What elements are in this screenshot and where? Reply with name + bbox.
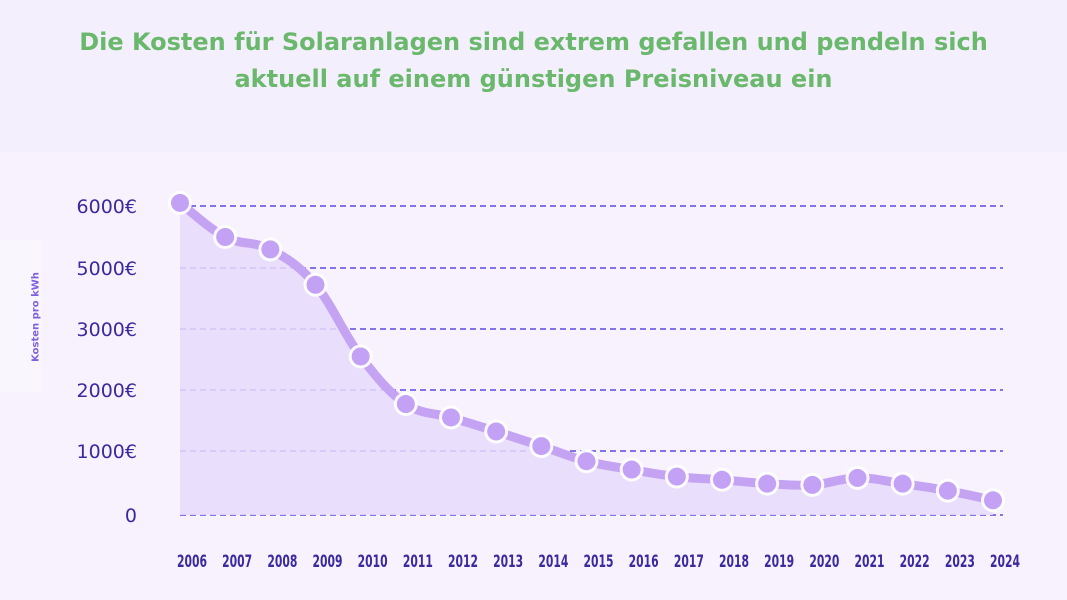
ylabel-band [0, 240, 42, 392]
area-fill-shape [180, 202, 993, 515]
data-point [667, 467, 686, 486]
data-point [893, 474, 912, 493]
data-point [216, 228, 235, 246]
y-tick-label: 0 [125, 505, 137, 527]
data-point [984, 491, 1002, 510]
data-point [622, 460, 641, 479]
y-tick-label: 6000€ [77, 196, 137, 218]
y-axis-ticks: 0 1000€ 2000€ 3000€ 5000€ 6000€ [77, 196, 137, 527]
x-tick-label: 2020 [809, 552, 839, 572]
data-point [442, 408, 460, 427]
x-tick-label: 2021 [855, 552, 885, 572]
x-tick-label: 2009 [313, 552, 343, 572]
data-point [171, 193, 189, 212]
title-line-2: aktuell auf einem günstigen Preisniveau … [234, 65, 833, 93]
x-tick-label: 2022 [900, 552, 930, 572]
x-tick-label: 2023 [945, 552, 975, 572]
y-tick-label: 2000€ [77, 380, 137, 402]
x-tick-label: 2013 [493, 552, 523, 572]
data-point [396, 395, 415, 414]
x-tick-label: 2011 [403, 552, 433, 572]
page-title: Die Kosten für Solaranlagen sind extrem … [40, 24, 1027, 98]
y-tick-label: 1000€ [77, 441, 137, 463]
x-tick-label: 2017 [674, 552, 704, 572]
title-line-1: Die Kosten für Solaranlagen sind extrem … [79, 28, 988, 56]
y-tick-label: 3000€ [77, 319, 137, 341]
chart-panel [0, 152, 1067, 600]
data-point [938, 481, 957, 500]
data-point [713, 470, 731, 489]
data-point [577, 452, 596, 471]
data-point [803, 475, 822, 494]
data-point [848, 468, 867, 487]
x-tick-label: 2024 [990, 552, 1020, 572]
x-tick-label: 2012 [448, 552, 478, 572]
x-tick-label: 2019 [764, 552, 794, 572]
data-point [758, 474, 777, 493]
y-axis-label: Kosten pro kWh [30, 272, 42, 362]
x-tick-label: 2015 [584, 552, 614, 572]
x-tick-label: 2006 [177, 552, 207, 572]
x-tick-label: 2010 [358, 552, 388, 572]
x-tick-label: 2008 [267, 552, 297, 572]
data-markers [168, 190, 1005, 513]
data-point [351, 347, 370, 366]
x-tick-label: 2016 [629, 552, 659, 572]
x-tick-label: 2014 [538, 552, 568, 572]
y-tick-label: 5000€ [77, 258, 137, 280]
data-point [487, 422, 506, 441]
x-axis-ticks: 2006 2007 2008 2009 2010 2011 2012 2013 2014 2015… [177, 552, 1020, 572]
x-tick-label: 2018 [719, 552, 749, 572]
area-fill [180, 202, 993, 515]
x-tick-label: 2007 [222, 552, 252, 572]
data-point [306, 275, 325, 294]
data-point [532, 437, 551, 456]
data-point [261, 240, 280, 259]
